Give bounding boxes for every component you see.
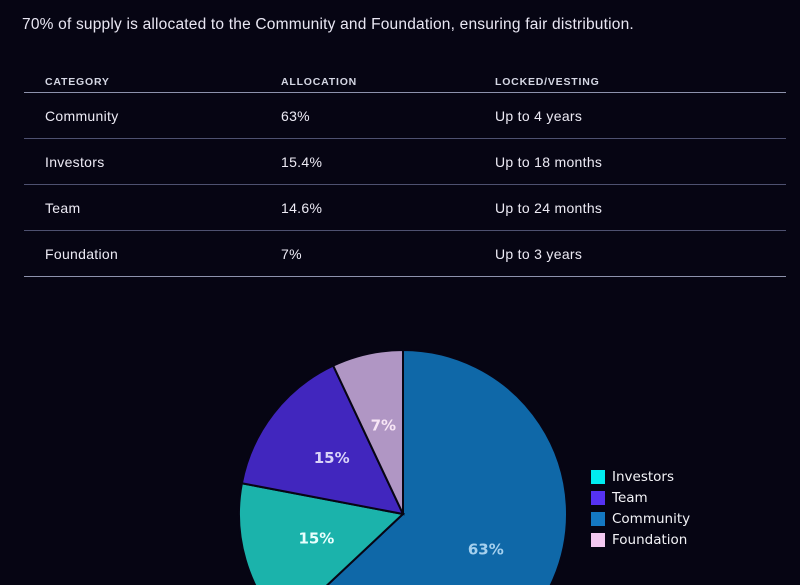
legend-swatch-investors (591, 470, 605, 484)
legend-item-investors: Investors (591, 469, 690, 485)
column-header-category: CATEGORY (45, 76, 110, 88)
column-header-vesting: LOCKED/VESTING (495, 76, 600, 88)
pie-slice-team (240, 364, 405, 516)
cell-vesting: Up to 24 months (495, 199, 603, 216)
pie-slice-foundation (331, 348, 404, 515)
pie-slice-label-investors: 15% (298, 530, 334, 548)
pie-slice-label-foundation: 7% (371, 417, 396, 435)
cell-allocation: 63% (281, 107, 310, 124)
chart-legend: Investors Team Community Foundation (591, 469, 690, 548)
table-row: Team 14.6% Up to 24 months (24, 185, 786, 231)
legend-item-team: Team (591, 490, 690, 506)
legend-label: Team (612, 490, 648, 506)
legend-swatch-foundation (591, 533, 605, 547)
legend-swatch-community (591, 512, 605, 526)
cell-category: Team (45, 199, 81, 216)
cell-allocation: 15.4% (281, 153, 323, 170)
legend-item-community: Community (591, 511, 690, 527)
pie-slice-label-community: 63% (468, 540, 504, 558)
pie-slice-community (325, 348, 568, 585)
legend-label: Foundation (612, 532, 688, 548)
cell-allocation: 14.6% (281, 199, 323, 216)
legend-label: Community (612, 511, 691, 527)
cell-vesting: Up to 3 years (495, 245, 583, 262)
cell-vesting: Up to 18 months (495, 153, 603, 170)
cell-allocation: 7% (281, 245, 302, 262)
allocation-table: CATEGORY ALLOCATION LOCKED/VESTING Commu… (24, 62, 786, 277)
table-row: Investors 15.4% Up to 18 months (24, 139, 786, 185)
table-row: Community 63% Up to 4 years (24, 93, 786, 139)
table-row: Foundation 7% Up to 3 years (24, 231, 786, 277)
cell-vesting: Up to 4 years (495, 107, 583, 124)
cell-category: Community (45, 107, 119, 124)
pie-slice-investors (237, 482, 406, 585)
column-header-allocation: ALLOCATION (281, 76, 358, 88)
cell-category: Foundation (45, 245, 119, 262)
page-title: 70% of supply is allocated to the Commun… (22, 16, 634, 33)
legend-label: Investors (612, 469, 675, 485)
pie-slice-label-team: 15% (314, 449, 350, 467)
legend-swatch-team (591, 491, 605, 505)
legend-item-foundation: Foundation (591, 532, 690, 548)
cell-category: Investors (45, 153, 105, 170)
table-header-row: CATEGORY ALLOCATION LOCKED/VESTING (24, 62, 786, 93)
